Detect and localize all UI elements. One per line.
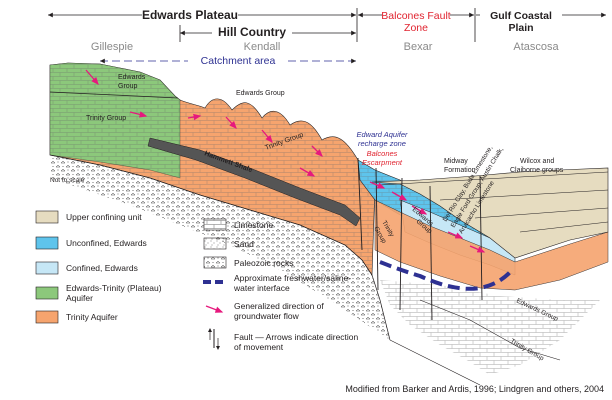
flow-arrow: [129, 111, 148, 118]
edwards-trinity-limestone-pattern: [49, 62, 181, 179]
source-credit: Modified from Barker and Ardis, 1996; Li…: [345, 384, 604, 394]
flow-arrow: [369, 181, 386, 189]
legend-swatch-paleozoic: [203, 256, 227, 269]
fault-line: [357, 157, 363, 251]
legend-fault-symbol: [208, 328, 220, 350]
hammett-shale-band: [147, 137, 361, 227]
label-edwards-group-1b: Group: [118, 83, 138, 90]
paleozoic-contact: [49, 154, 391, 341]
legend-limestone-label: Limestone: [234, 220, 273, 230]
flow-arrow: [299, 167, 316, 177]
label-not-to-scale: Not to scale: [50, 177, 85, 184]
region-balcones-fault-zone-1: Balcones Fault: [381, 10, 451, 22]
legend-swatch-upper-confining: [35, 210, 59, 224]
legend-flow-symbol: [205, 305, 224, 313]
flow-arrow: [225, 116, 237, 129]
label-wilcox-2: Claiborne groups: [510, 167, 564, 174]
edwards-trinity-contact: [49, 91, 179, 99]
flow-arrow: [85, 69, 99, 85]
region-gulf-coastal-plain-2: Plain: [508, 22, 533, 34]
legend-interface-label-2: water interface: [233, 283, 290, 293]
freshwater-saline-interface: [379, 260, 514, 291]
flow-arrow: [469, 245, 486, 253]
upper-confining-unit-area: [371, 167, 609, 259]
paleozoic-rocks-area: [50, 155, 390, 340]
flow-arrow: [411, 205, 428, 215]
lower-boundary-lines: [389, 299, 561, 386]
catchment-area-label: Catchment area: [201, 55, 276, 67]
trinity-deep-area: [374, 199, 609, 291]
label-escarpment-1: Balcones: [367, 149, 398, 158]
flow-arrow: [187, 113, 202, 121]
legend-sand-label: Sand: [234, 239, 254, 249]
cross-section: Edwards Group Trinity Group Edwards Grou…: [49, 62, 609, 386]
label-midway-1: Midway: [444, 158, 468, 165]
label-edwards-group-1: Edwards: [118, 74, 146, 81]
fault-line: [375, 167, 379, 291]
legend-swatch-limestone-pattern: [204, 219, 226, 230]
legend-fault-label-2: of movement: [234, 342, 284, 352]
label-recharge-zone-1: Edward Aquifer: [357, 130, 409, 139]
region-hill-country: Hill Country: [218, 25, 286, 39]
label-recharge-zone-2: recharge zone: [358, 139, 406, 148]
flow-arrow: [311, 145, 323, 157]
legend-flow-label-1: Generalized direction of: [234, 301, 324, 311]
legend-swatch-confined-edwards: [35, 261, 59, 275]
flow-arrow: [391, 191, 408, 201]
label-edwards-group-2: Edwards Group: [236, 90, 285, 97]
legend-swatch-edwards-trinity: [35, 286, 59, 300]
region-gulf-coastal-plain-1: Gulf Coastal: [490, 10, 552, 22]
label-escarpment-2: Escarpment: [362, 158, 403, 167]
county-kendall: Kendall: [244, 41, 281, 53]
fault-line: [429, 185, 433, 321]
legend-upper-confining-label: Upper confining unit: [66, 212, 142, 222]
legend-swatch-sand: [203, 237, 227, 250]
county-atascosa: Atascosa: [513, 41, 559, 53]
region-edwards-plateau: Edwards Plateau: [142, 8, 238, 22]
label-trinity-group-1: Trinity Group: [86, 115, 126, 122]
region-headers: Edwards Plateau Hill Country Balcones Fa…: [48, 8, 606, 67]
label-wilcox-1: Wilcox and: [520, 158, 554, 165]
legend-edwards-trinity-label-2: Aquifer: [66, 293, 93, 303]
legend-paleozoic-label: Paleozoic rocks: [234, 258, 294, 268]
legend-fault-label-1: Fault — Arrows indicate direction: [234, 332, 359, 342]
legend-trinity-label: Trinity Aquifer: [66, 312, 118, 322]
county-bexar: Bexar: [404, 41, 433, 53]
fault-line: [479, 175, 483, 301]
legend-flow-label-2: groundwater flow: [234, 311, 300, 321]
legend-edwards-trinity-label-1: Edwards-Trinity (Plateau): [66, 283, 162, 293]
legend-aquifer-units: Upper confining unit Unconfined, Edwards…: [35, 210, 162, 324]
legend-unconfined-edwards-label: Unconfined, Edwards: [66, 238, 147, 248]
label-midway-2: Formation: [444, 167, 476, 174]
legend-swatch-unconfined-edwards: [35, 236, 59, 250]
county-gillespie: Gillespie: [91, 41, 133, 53]
legend-swatch-trinity: [35, 310, 59, 324]
deep-limestone-area: [380, 280, 600, 375]
region-balcones-fault-zone-2: Zone: [404, 22, 428, 34]
flow-arrow: [447, 231, 464, 239]
legend-confined-edwards-label: Confined, Edwards: [66, 263, 138, 273]
coastal-strata-lines: [379, 171, 609, 233]
legend-symbols: Limestone Sand Paleozoic rocks Approxima…: [203, 218, 359, 352]
legend-interface-label-1: Approximate freshwater/saline-: [234, 273, 351, 283]
flow-arrow: [261, 129, 273, 143]
groundwater-flow-arrows: [85, 69, 486, 253]
